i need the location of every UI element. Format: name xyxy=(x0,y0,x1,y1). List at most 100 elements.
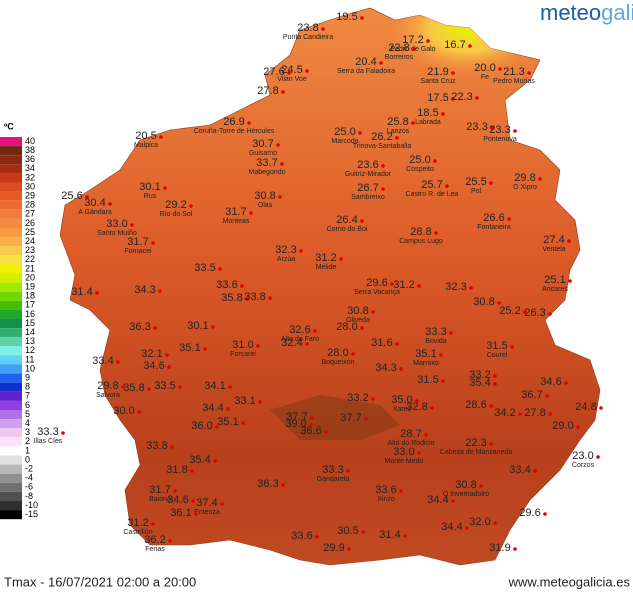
legend-swatch xyxy=(0,273,22,283)
station-dot xyxy=(513,129,517,133)
station-dot xyxy=(194,512,198,516)
station-name: Guitriz-Mirador xyxy=(345,171,392,178)
legend-swatch xyxy=(0,173,22,183)
station-value: 31.2 xyxy=(393,279,414,291)
station-value: 33.0 xyxy=(393,446,414,458)
station-dot xyxy=(469,286,473,290)
station-dot xyxy=(116,360,120,364)
station-dot xyxy=(278,195,282,199)
station-dot xyxy=(433,159,437,163)
station-dot xyxy=(395,342,399,346)
station-value: 37.7 xyxy=(340,412,361,424)
station-dot xyxy=(218,267,222,271)
station-value: 21.3 xyxy=(503,66,524,78)
station-dot xyxy=(449,331,453,335)
station-dot xyxy=(361,530,365,534)
station-dot xyxy=(170,445,174,449)
station-value: 30.1 xyxy=(139,181,160,193)
station-dot xyxy=(360,219,364,223)
station-value: 35.4 xyxy=(189,454,210,466)
station-dot xyxy=(568,279,572,283)
station-name: Castrillón xyxy=(123,529,152,536)
station-dot xyxy=(451,97,455,101)
station-dot xyxy=(276,143,280,147)
station-value: 33.2 xyxy=(469,369,490,381)
station-dot xyxy=(159,135,163,139)
station-dot xyxy=(305,69,309,73)
station-value: 26.6 xyxy=(483,212,504,224)
station-dot xyxy=(489,442,493,446)
station-name: Trinova-Santaballa xyxy=(353,143,412,150)
station-dot xyxy=(390,282,394,286)
station-name: Alto do Faro xyxy=(281,336,319,343)
station-dot xyxy=(305,342,309,346)
station-value: 21.9 xyxy=(427,66,448,78)
station-dot xyxy=(490,126,494,130)
station-dot xyxy=(451,71,455,75)
station-value: 31.5 xyxy=(417,374,438,386)
station-value: 33.2 xyxy=(347,392,368,404)
station-value: 22.3 xyxy=(451,91,472,103)
station-name: Corzos xyxy=(572,462,595,469)
station-name: Vilán Voe xyxy=(277,76,307,83)
station-value: 22.8 xyxy=(388,42,409,54)
station-value: 35.8 xyxy=(123,382,144,394)
station-dot xyxy=(596,455,600,459)
station-name: Forcarei xyxy=(230,351,256,358)
legend-swatch xyxy=(0,218,22,228)
station-dot xyxy=(518,412,522,416)
station-dot xyxy=(153,326,157,330)
station-value: 35.4 xyxy=(469,377,490,389)
station-name: Marroxo xyxy=(413,360,439,367)
station-name: Pol xyxy=(471,188,482,195)
station-value: 25.0 xyxy=(409,154,430,166)
station-value: 36.0 xyxy=(191,420,212,432)
station-dot xyxy=(507,217,511,221)
station-dot xyxy=(268,296,272,300)
station-name: Sambreixo xyxy=(351,194,385,201)
legend-swatch xyxy=(0,382,22,392)
legend-label: 23 xyxy=(25,245,35,255)
legend-label: 6 xyxy=(25,400,30,410)
station-value: 19.5 xyxy=(336,11,357,23)
station-value: 22.3 xyxy=(465,437,486,449)
station-value: 37.7 xyxy=(286,411,307,423)
legend-label: 5 xyxy=(25,409,30,419)
legend-swatch xyxy=(0,155,22,165)
station-dot xyxy=(358,131,362,135)
station-value: 29.6 xyxy=(519,507,540,519)
legend-label: 7 xyxy=(25,391,30,401)
station-dot xyxy=(211,325,215,329)
station-dot xyxy=(310,416,314,420)
station-name: Campus Lugo xyxy=(399,238,443,245)
station-name: A Gándara xyxy=(78,209,112,216)
station-dot xyxy=(163,186,167,190)
station-name: Corno do Boi xyxy=(327,226,368,233)
station-dot xyxy=(399,367,403,371)
station-dot xyxy=(564,381,568,385)
station-dot xyxy=(321,27,325,31)
legend-swatch xyxy=(0,510,22,520)
station-name: O Xipro xyxy=(513,184,537,191)
station-value: 31.4 xyxy=(379,529,400,541)
legend-swatch xyxy=(0,328,22,338)
station-value: 31.5 xyxy=(486,340,507,352)
legend-swatch xyxy=(0,291,22,301)
station-value: 33.4 xyxy=(509,464,530,476)
station-dot xyxy=(498,67,502,71)
station-dot xyxy=(346,469,350,473)
station-value: 33.6 xyxy=(375,484,396,496)
station-value: 32.4 xyxy=(281,337,302,349)
station-dot xyxy=(315,535,319,539)
station-dot xyxy=(364,417,368,421)
station-value: 34.2 xyxy=(494,407,515,419)
station-value: 36.1 xyxy=(170,507,191,519)
station-value: 34.4 xyxy=(441,521,462,533)
station-value: 29.9 xyxy=(323,542,344,554)
legend-swatch xyxy=(0,200,22,210)
legend-label: -2 xyxy=(25,464,33,474)
station-value: 29.6 xyxy=(366,277,387,289)
station-value: 24.8 xyxy=(575,401,596,413)
